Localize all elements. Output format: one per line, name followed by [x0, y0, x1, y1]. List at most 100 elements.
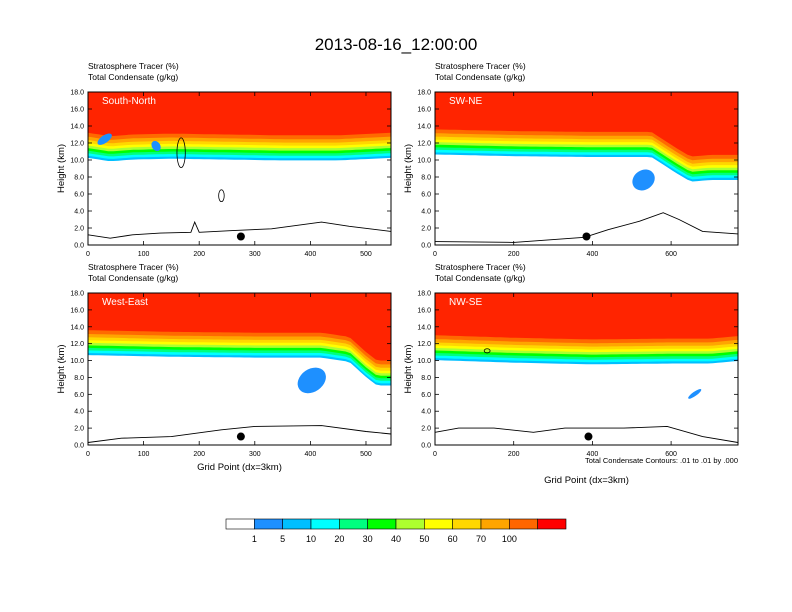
- location-marker: [236, 432, 245, 441]
- colorbar-swatch-4: [339, 518, 368, 530]
- terrain-line: [435, 212, 738, 243]
- ytick-label: 2.0: [421, 426, 431, 433]
- xtick-label: 100: [138, 251, 150, 258]
- panel-south-north: South-North Stratosphere Tracer (%)Total …: [56, 61, 392, 258]
- ytick-label: 12.0: [70, 341, 84, 348]
- header-condensate: Total Condensate (g/kg): [435, 72, 525, 82]
- ytick-label: 4.0: [74, 409, 84, 416]
- plot-area: [88, 293, 391, 445]
- ytick-label: 14.0: [70, 324, 84, 331]
- xtick-label: 200: [193, 251, 205, 258]
- ytick-label: 0.0: [74, 243, 84, 250]
- ytick-label: 4.0: [421, 409, 431, 416]
- plot-frame: [87, 292, 392, 446]
- terrain-line: [88, 425, 391, 443]
- xtick-label: 200: [193, 451, 205, 458]
- ytick-label: 8.0: [74, 375, 84, 382]
- ytick-label: 10.0: [417, 158, 431, 165]
- xtick-label: 200: [508, 451, 520, 458]
- colorbar-label: 100: [502, 534, 517, 544]
- contour-loop-0: [176, 137, 186, 169]
- condensate-blob-0: [97, 133, 112, 145]
- y-axis-label: Height (km): [56, 344, 67, 393]
- colorbar-label: 40: [391, 534, 401, 544]
- panel-name: SW-NE: [449, 96, 482, 107]
- xtick-label: 0: [86, 451, 90, 458]
- xtick-label: 600: [665, 451, 677, 458]
- ytick-label: 2.0: [74, 426, 84, 433]
- plot-area: [88, 92, 391, 245]
- ytick-label: 2.0: [421, 226, 431, 233]
- xtick-label: 400: [305, 251, 317, 258]
- ytick-label: 10.0: [70, 358, 84, 365]
- ytick-label: 0.0: [74, 443, 84, 450]
- y-axis-label: Height (km): [403, 344, 414, 393]
- ytick-label: 16.0: [70, 307, 84, 314]
- ytick-label: 0.0: [421, 443, 431, 450]
- header-tracer: Stratosphere Tracer (%): [435, 61, 526, 71]
- ytick-label: 8.0: [74, 175, 84, 182]
- xtick-label: 500: [360, 251, 372, 258]
- ytick-label: 12.0: [417, 141, 431, 148]
- xtick-label: 500: [360, 451, 372, 458]
- y-axis-label: Height (km): [56, 144, 67, 193]
- contour-loop-0: [483, 348, 491, 354]
- ytick-label: 18.0: [70, 291, 84, 298]
- ytick-label: 12.0: [417, 341, 431, 348]
- terrain-line: [88, 220, 391, 239]
- ytick-label: 16.0: [417, 107, 431, 114]
- chart-title: 2013-08-16_12:00:00: [315, 35, 478, 54]
- contour-note: Total Condensate Contours: .01 to .01 by…: [585, 456, 738, 465]
- tracer-band-0: [88, 293, 391, 361]
- xtick-label: 400: [305, 451, 317, 458]
- ytick-label: 8.0: [421, 175, 431, 182]
- colorbar-swatch-11: [537, 518, 567, 530]
- xtick-label: 100: [138, 451, 150, 458]
- x-axis-label: Grid Point (dx=3km): [544, 475, 629, 486]
- header-condensate: Total Condensate (g/kg): [88, 273, 178, 283]
- colorbar-label: 60: [448, 534, 458, 544]
- ytick-label: 6.0: [74, 392, 84, 399]
- plot-area: [435, 293, 738, 445]
- xtick-label: 400: [587, 251, 599, 258]
- condensate-blob-0: [632, 169, 655, 191]
- tracer-band-0: [435, 293, 738, 340]
- ytick-label: 4.0: [421, 209, 431, 216]
- xtick-label: 300: [249, 251, 261, 258]
- ytick-label: 12.0: [70, 141, 84, 148]
- ytick-label: 8.0: [421, 375, 431, 382]
- ytick-label: 16.0: [70, 107, 84, 114]
- condensate-blob-0: [688, 389, 702, 399]
- tracer-band-0: [88, 92, 391, 136]
- ytick-label: 16.0: [417, 307, 431, 314]
- xtick-label: 400: [587, 451, 599, 458]
- plot-frame: [434, 292, 739, 446]
- colorbar-swatch-6: [395, 518, 425, 530]
- y-axis-label: Height (km): [403, 144, 414, 193]
- colorbar-swatch-5: [367, 518, 397, 530]
- ytick-label: 18.0: [417, 90, 431, 97]
- colorbar-label: 10: [306, 534, 316, 544]
- colorbar-swatch-1: [254, 518, 283, 530]
- panel-sw-ne: SW-NE Stratosphere Tracer (%)Total Conden…: [403, 61, 739, 258]
- ytick-label: 14.0: [70, 124, 84, 131]
- colorbar-label: 30: [363, 534, 373, 544]
- colorbar-label: 1: [252, 534, 257, 544]
- header-condensate: Total Condensate (g/kg): [88, 72, 178, 82]
- colorbar-swatch-3: [310, 518, 340, 530]
- plot-frame: [434, 91, 739, 246]
- x-axis-label: Grid Point (dx=3km): [197, 462, 282, 473]
- xtick-label: 600: [665, 251, 677, 258]
- ytick-label: 0.0: [421, 243, 431, 250]
- xtick-label: 0: [433, 451, 437, 458]
- ytick-label: 14.0: [417, 324, 431, 331]
- header-tracer: Stratosphere Tracer (%): [88, 262, 179, 272]
- xtick-label: 200: [508, 251, 520, 258]
- xtick-label: 0: [433, 251, 437, 258]
- ytick-label: 4.0: [74, 209, 84, 216]
- plot-frame: [87, 91, 392, 246]
- ytick-label: 18.0: [417, 291, 431, 298]
- ytick-label: 6.0: [421, 392, 431, 399]
